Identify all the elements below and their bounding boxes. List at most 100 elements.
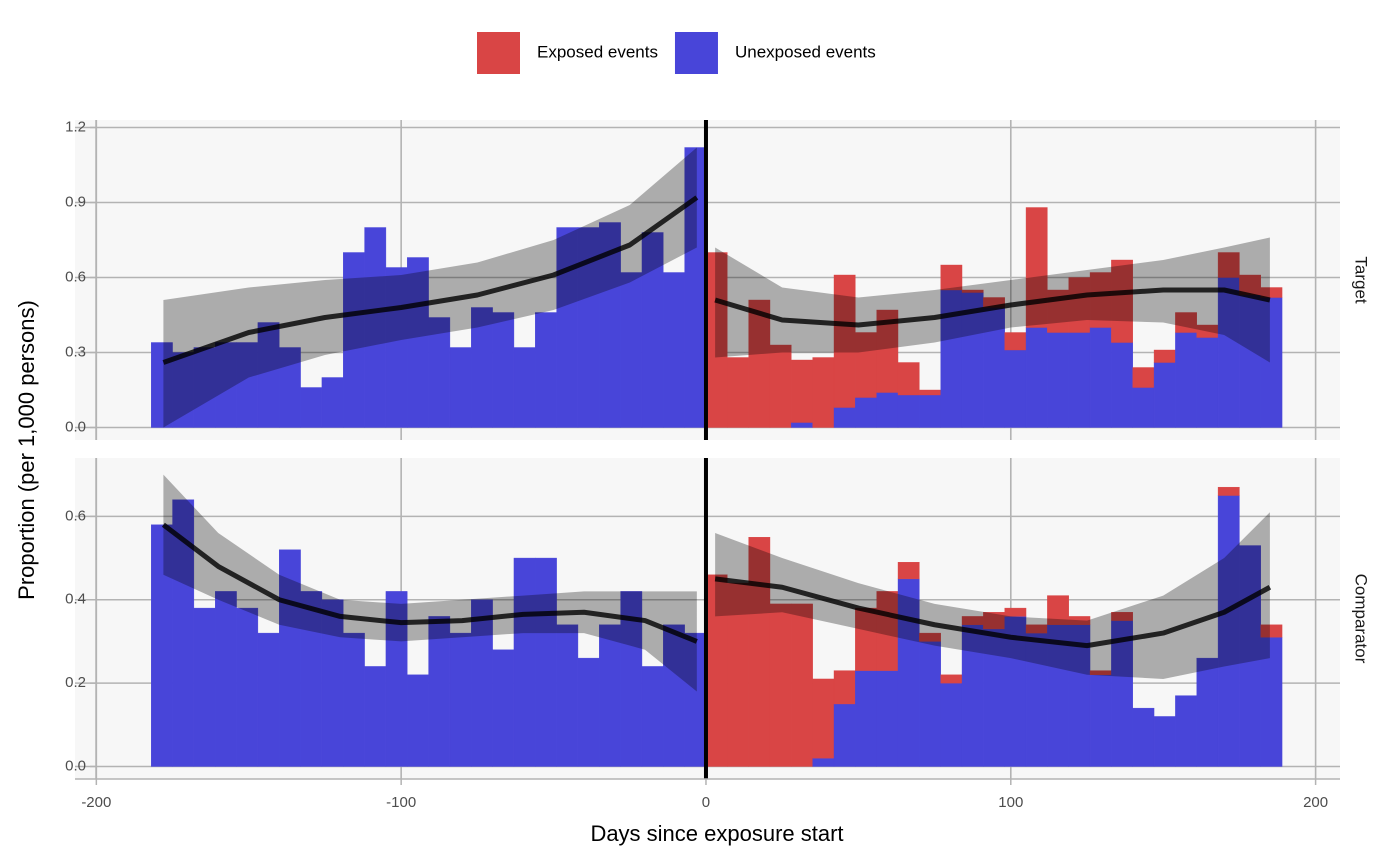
bar	[1089, 674, 1112, 767]
legend-swatch	[477, 32, 520, 74]
y-tick-label: 0.2	[65, 674, 86, 691]
bar	[1175, 312, 1197, 333]
bar	[876, 392, 899, 428]
bar	[876, 670, 899, 767]
bar	[855, 397, 877, 428]
bar	[940, 674, 963, 684]
bar	[1068, 616, 1091, 625]
bar	[343, 632, 365, 767]
bar	[599, 624, 621, 767]
bar	[641, 666, 664, 767]
bar	[1004, 607, 1027, 617]
smooth-line	[161, 522, 1272, 649]
bar	[897, 362, 920, 396]
bar	[1175, 695, 1197, 767]
y-tick-label: 0.6	[65, 507, 86, 524]
bar	[492, 312, 515, 428]
bar	[812, 357, 835, 428]
x-axis-title: Days since exposure start	[590, 821, 843, 846]
bar	[919, 394, 941, 428]
bar	[556, 624, 579, 767]
bar	[1047, 595, 1069, 625]
y-tick-label: 1.2	[65, 118, 86, 135]
bar	[535, 312, 557, 428]
bar	[492, 649, 515, 767]
bar	[257, 632, 280, 767]
bar	[919, 632, 941, 642]
bar	[1004, 332, 1027, 351]
bar	[620, 272, 643, 428]
facet-label: Target	[1352, 256, 1371, 304]
bar	[812, 678, 835, 759]
bar	[1047, 332, 1069, 428]
y-axis-title: Proportion (per 1,000 persons)	[14, 300, 39, 600]
y-tick-label: 0.9	[65, 193, 86, 210]
bar	[876, 309, 899, 393]
bar	[769, 344, 792, 428]
y-tick-label: 0.4	[65, 591, 86, 608]
y-tick-label: 0.3	[65, 343, 86, 360]
bar	[1217, 252, 1240, 278]
facet-label: Comparator	[1352, 574, 1371, 664]
bar	[940, 264, 963, 291]
bar	[1068, 332, 1091, 428]
x-tick-label: -100	[386, 794, 416, 811]
bar	[1025, 327, 1048, 428]
bar	[407, 674, 429, 767]
x-tick-label: 200	[1303, 794, 1328, 811]
bar	[833, 407, 856, 428]
confidence-ribbon	[163, 474, 1270, 692]
bar	[1132, 387, 1155, 428]
bar	[1260, 287, 1283, 298]
bar	[663, 272, 685, 428]
bar	[897, 394, 920, 428]
bar	[919, 389, 941, 396]
bar	[791, 359, 813, 423]
bar	[513, 347, 536, 428]
bar	[449, 347, 472, 428]
bar	[1111, 612, 1133, 621]
bar	[727, 357, 749, 428]
bar	[193, 607, 216, 767]
bar	[1004, 349, 1027, 428]
bar	[897, 562, 920, 580]
y-tick-label: 0.6	[65, 268, 86, 285]
bar	[321, 377, 344, 428]
smooth-line	[162, 195, 1271, 365]
bar	[449, 632, 472, 767]
bar	[1260, 624, 1283, 638]
y-tick-label: 0.0	[65, 757, 86, 774]
legend-label: Exposed events	[537, 42, 658, 61]
x-tick-label: -200	[81, 794, 111, 811]
bar	[833, 703, 856, 767]
bar	[1153, 362, 1176, 428]
bar	[1089, 327, 1112, 428]
bar	[1111, 259, 1133, 343]
bar	[855, 670, 877, 767]
x-tick-label: 100	[998, 794, 1023, 811]
bar	[1153, 349, 1176, 363]
bar	[1132, 707, 1155, 767]
bar	[1196, 657, 1219, 767]
bar	[535, 557, 557, 767]
y-tick-label: 0.0	[65, 418, 86, 435]
bar	[940, 682, 963, 767]
bar	[236, 607, 259, 767]
bar	[919, 641, 941, 767]
bar	[791, 603, 813, 767]
confidence-ribbon	[163, 147, 1270, 428]
bar	[577, 657, 600, 767]
bar	[215, 591, 237, 767]
legend-swatch	[674, 32, 718, 74]
bar	[1175, 332, 1197, 428]
bar	[513, 557, 536, 767]
x-tick-label: 0	[702, 794, 710, 811]
bar	[364, 666, 387, 767]
bar	[961, 289, 984, 293]
bar	[1153, 716, 1176, 767]
bar	[1196, 337, 1219, 428]
bar	[1217, 486, 1240, 496]
bar	[1132, 367, 1155, 388]
bar	[791, 422, 813, 428]
